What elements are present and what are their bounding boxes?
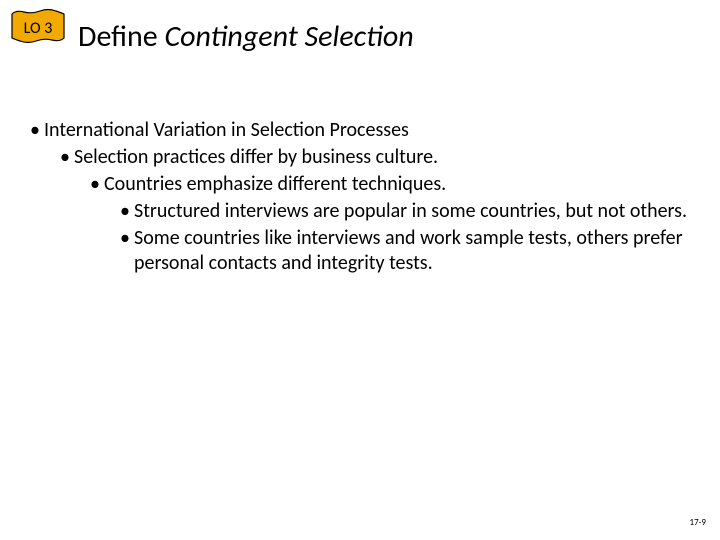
slide: LO 3 Define Contingent Selection Interna… [0, 0, 720, 540]
list-item: International Variation in Selection Pro… [30, 118, 690, 143]
title-prefix: Define [78, 18, 164, 55]
page-number: 17-9 [690, 517, 706, 528]
slide-body: International Variation in Selection Pro… [30, 118, 690, 278]
list-item: Selection practices differ by business c… [60, 145, 690, 170]
bullet-list: International Variation in Selection Pro… [30, 118, 690, 276]
lo-badge-text: LO 3 [24, 19, 53, 38]
title-italic: Contingent Selection [164, 18, 413, 55]
list-item: Some countries like interviews and work … [120, 226, 690, 276]
list-item: Structured interviews are popular in som… [120, 199, 690, 224]
list-item: Countries emphasize different techniques… [90, 172, 690, 197]
lo-badge: LO 3 [10, 8, 66, 48]
slide-title: Define Contingent Selection [78, 18, 414, 55]
